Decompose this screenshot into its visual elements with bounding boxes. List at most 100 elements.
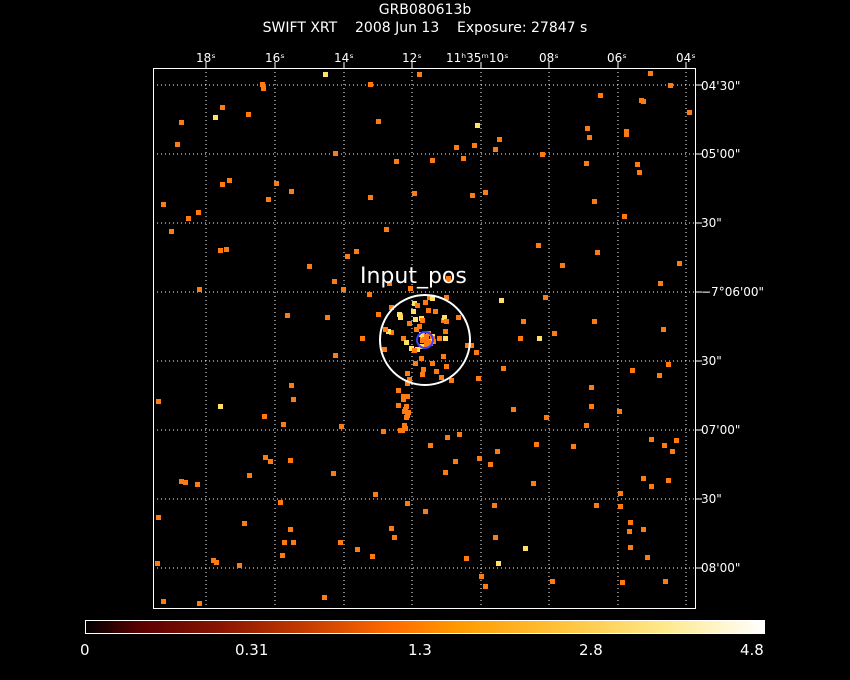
- photon-event: [367, 292, 372, 297]
- photon-event: [474, 350, 479, 355]
- photon-event: [322, 595, 327, 600]
- photon-event: [224, 247, 229, 252]
- photon-event: [220, 182, 225, 187]
- photon-event: [382, 347, 387, 352]
- photon-event: [666, 478, 671, 483]
- photon-event: [493, 147, 498, 152]
- dec-tick-label: 07'00": [701, 423, 741, 437]
- photon-event: [156, 399, 161, 404]
- photon-event: [501, 366, 506, 371]
- photon-event: [246, 112, 251, 117]
- photon-event: [464, 556, 469, 561]
- photon-event: [155, 561, 160, 566]
- colorbar-tick-label: 2.8: [579, 641, 603, 659]
- photon-event: [402, 394, 407, 399]
- photon-event: [409, 346, 414, 351]
- photon-event: [668, 83, 673, 88]
- photon-event: [639, 98, 644, 103]
- photon-event: [291, 397, 296, 402]
- photon-event: [278, 500, 283, 505]
- photon-event: [592, 199, 597, 204]
- photon-event: [161, 599, 166, 604]
- photon-event: [521, 319, 526, 324]
- photon-event: [282, 540, 287, 545]
- photon-event: [218, 248, 223, 253]
- photon-event: [402, 423, 407, 428]
- photon-event: [384, 227, 389, 232]
- color-scale-bar: [85, 620, 765, 634]
- photon-event: [598, 93, 603, 98]
- photon-event: [488, 462, 493, 467]
- photon-event: [262, 414, 267, 419]
- photon-event: [441, 354, 446, 359]
- photon-event: [677, 261, 682, 266]
- photon-event: [662, 443, 667, 448]
- photon-event: [641, 527, 646, 532]
- photon-event: [179, 120, 184, 125]
- photon-event: [387, 281, 392, 286]
- photon-event: [156, 515, 161, 520]
- photon-event: [360, 336, 365, 341]
- photon-event: [333, 151, 338, 156]
- dec-tick-label: 30": [701, 216, 722, 230]
- photon-event: [331, 471, 336, 476]
- photon-event: [197, 287, 202, 292]
- photon-event: [536, 243, 541, 248]
- date-label: 2008 Jun 13: [355, 20, 440, 36]
- photon-event: [307, 264, 312, 269]
- photon-event: [587, 135, 592, 140]
- photon-event: [457, 432, 462, 437]
- dec-tick-label: 05'00": [701, 147, 741, 161]
- photon-event: [218, 404, 223, 409]
- photon-event: [376, 119, 381, 124]
- photon-event: [397, 312, 402, 317]
- photon-event: [627, 529, 632, 534]
- photon-event: [405, 381, 410, 386]
- dec-tick-label: −7°06'00": [701, 285, 765, 299]
- photon-event: [499, 298, 504, 303]
- photon-event: [649, 484, 654, 489]
- photon-event: [412, 191, 417, 196]
- photon-event: [323, 72, 328, 77]
- colorbar-tick-label: 0: [80, 641, 90, 659]
- dec-tick-label: 04'30": [701, 79, 741, 93]
- dec-tick-label: 30": [701, 492, 722, 506]
- photon-event: [630, 368, 635, 373]
- photon-event: [622, 214, 627, 219]
- photon-event: [461, 156, 466, 161]
- photon-event: [389, 305, 394, 310]
- sky-image-plot: Input_pos: [153, 62, 702, 609]
- photon-event: [666, 362, 671, 367]
- photon-event: [227, 178, 232, 183]
- photon-event: [624, 132, 629, 137]
- photon-event: [419, 356, 424, 361]
- photon-event: [288, 458, 293, 463]
- photon-event: [584, 423, 589, 428]
- photon-event: [592, 319, 597, 324]
- photon-event: [444, 364, 449, 369]
- photon-event: [195, 482, 200, 487]
- photon-event: [263, 455, 268, 460]
- photon-event: [396, 388, 401, 393]
- photon-event: [441, 318, 446, 323]
- photon-event: [446, 276, 451, 281]
- photon-event: [392, 535, 397, 540]
- photon-event: [618, 491, 623, 496]
- photon-event: [430, 361, 435, 366]
- photon-event: [420, 318, 425, 323]
- photon-event: [523, 546, 528, 551]
- photon-event: [434, 369, 439, 374]
- image-title: GRB080613b: [378, 2, 472, 18]
- colorbar-tick-label: 1.3: [408, 641, 432, 659]
- photon-event: [266, 197, 271, 202]
- photon-event: [405, 371, 410, 376]
- photon-event: [404, 415, 409, 420]
- photon-event: [531, 481, 536, 486]
- image-subtitle: SWIFT XRT 2008 Jun 13 Exposure: 27847 s: [0, 20, 850, 36]
- photon-event: [687, 110, 692, 115]
- photon-event: [537, 336, 542, 341]
- photon-event: [670, 449, 675, 454]
- photon-event: [288, 527, 293, 532]
- photon-event: [443, 336, 448, 341]
- photon-event: [433, 309, 438, 314]
